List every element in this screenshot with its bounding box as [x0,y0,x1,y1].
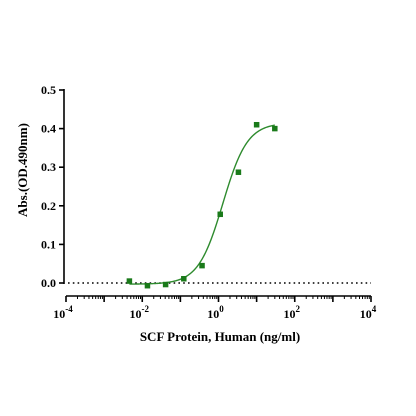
fit-curve [129,124,275,285]
y-tick-label: 0.4 [41,122,56,136]
data-point [235,169,242,175]
x-tick-label: 102 [284,304,301,321]
x-tick-label: 100 [207,304,224,321]
x-tick-label: 10-2 [130,304,150,321]
x-tick-label: 104 [360,304,377,321]
data-points [126,121,278,289]
data-point [253,121,260,128]
y-tick-label: 0.2 [41,199,56,213]
x-axis-label: SCF Protein, Human (ng/ml) [140,329,300,344]
data-point [162,281,169,288]
y-axis: 0.0 0.1 0.2 0.3 0.4 0.5 [41,83,65,290]
data-point [181,276,187,282]
x-axis: 10-4 10-2 100 102 104 [53,295,377,321]
y-axis-label: Abs.(OD.490nm) [15,123,30,217]
data-point [217,211,223,218]
y-tick-label: 0.0 [41,276,56,290]
y-tick-label: 0.3 [41,160,56,174]
data-point [126,278,133,284]
data-point [272,125,278,132]
x-tick-label: 10-4 [53,304,73,321]
y-tick-label: 0.1 [41,237,56,251]
data-point [199,262,205,269]
data-point [144,282,151,289]
y-tick-label: 0.5 [41,83,56,97]
